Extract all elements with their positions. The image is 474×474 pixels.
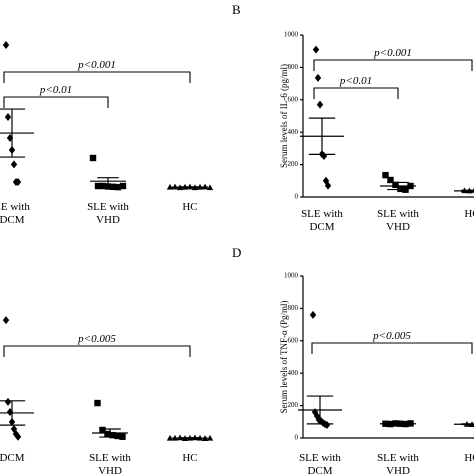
p-value: p<0.01 <box>339 75 372 87</box>
y-tick-label: 400 <box>288 128 299 136</box>
data-point <box>2 41 10 50</box>
data-point <box>312 45 320 54</box>
data-point <box>119 433 126 440</box>
data-point <box>119 182 127 190</box>
y-tick-label: 200 <box>288 401 299 409</box>
data-point <box>309 310 317 319</box>
significance-bracket <box>313 87 399 99</box>
data-point <box>166 434 174 441</box>
y-tick-label: 800 <box>288 63 299 71</box>
data-point <box>89 154 97 162</box>
data-point <box>4 113 12 122</box>
data-point <box>323 421 331 430</box>
data-point <box>94 399 101 407</box>
p-value: p<0.001 <box>77 59 116 71</box>
x-tick-label: HC <box>182 452 197 464</box>
data-point <box>166 183 174 190</box>
significance-bracket <box>3 96 109 108</box>
data-point <box>382 171 389 179</box>
data-point <box>6 134 14 142</box>
x-tick-label: SLE with <box>89 452 131 464</box>
x-tick-label: DCM <box>0 214 25 226</box>
p-value: p<0.005 <box>372 330 411 342</box>
data-point <box>2 316 10 325</box>
data-point <box>206 434 214 441</box>
significance-bracket <box>3 345 191 357</box>
p-value: p<0.01 <box>39 84 72 96</box>
panel-letter: D <box>232 245 241 260</box>
x-tick-label: VHD <box>386 221 410 233</box>
significance-bracket <box>313 59 473 71</box>
data-point <box>171 183 179 190</box>
y-tick-label: 600 <box>288 95 299 103</box>
x-tick-label: SLE with <box>377 452 419 464</box>
data-point <box>387 176 394 184</box>
p-value: p<0.005 <box>77 333 116 345</box>
y-axis-label: Serum levels of TNF-α (Pg/ml) <box>279 300 289 413</box>
data-point <box>206 184 214 191</box>
data-point <box>99 426 106 434</box>
significance-bracket <box>3 71 191 83</box>
y-tick-label: 400 <box>288 369 299 377</box>
data-point <box>397 185 404 193</box>
data-point <box>14 432 22 441</box>
x-tick-label: SLE with <box>299 452 341 464</box>
data-point <box>314 73 322 82</box>
x-tick-label: HC <box>464 208 474 220</box>
y-tick-label: 1000 <box>284 272 299 280</box>
y-tick-label: 0 <box>295 193 299 201</box>
y-tick-label: 800 <box>288 304 299 312</box>
data-point <box>324 181 332 190</box>
x-tick-label: DCM <box>0 452 25 464</box>
data-point <box>10 160 18 169</box>
x-tick-label: HC <box>464 452 474 464</box>
y-axis-label: Serum levels of IL-6 (pg/ml) <box>279 64 289 168</box>
x-tick-label: SLE with <box>301 208 343 220</box>
x-tick-label: LE with <box>0 201 30 213</box>
x-tick-label: SLE with <box>377 208 419 220</box>
x-tick-label: DCM <box>307 465 332 474</box>
x-tick-label: SLE with <box>87 201 129 213</box>
data-point <box>104 430 111 438</box>
data-point <box>114 183 122 191</box>
data-point <box>316 100 324 109</box>
panel-letter: B <box>232 2 241 17</box>
significance-bracket <box>311 342 473 354</box>
p-value: p<0.001 <box>373 47 412 59</box>
y-tick-label: 600 <box>288 336 299 344</box>
x-tick-label: HC <box>182 201 197 213</box>
x-tick-label: VHD <box>386 465 410 474</box>
data-point <box>14 178 22 186</box>
data-point <box>201 183 209 190</box>
data-point <box>6 407 14 416</box>
y-tick-label: 1000 <box>284 31 299 39</box>
y-tick-label: 0 <box>295 434 299 442</box>
y-tick-label: 200 <box>288 160 299 168</box>
x-tick-label: DCM <box>309 221 334 233</box>
x-tick-label: VHD <box>98 465 122 474</box>
x-tick-label: VHD <box>96 214 120 226</box>
data-point <box>4 397 12 406</box>
